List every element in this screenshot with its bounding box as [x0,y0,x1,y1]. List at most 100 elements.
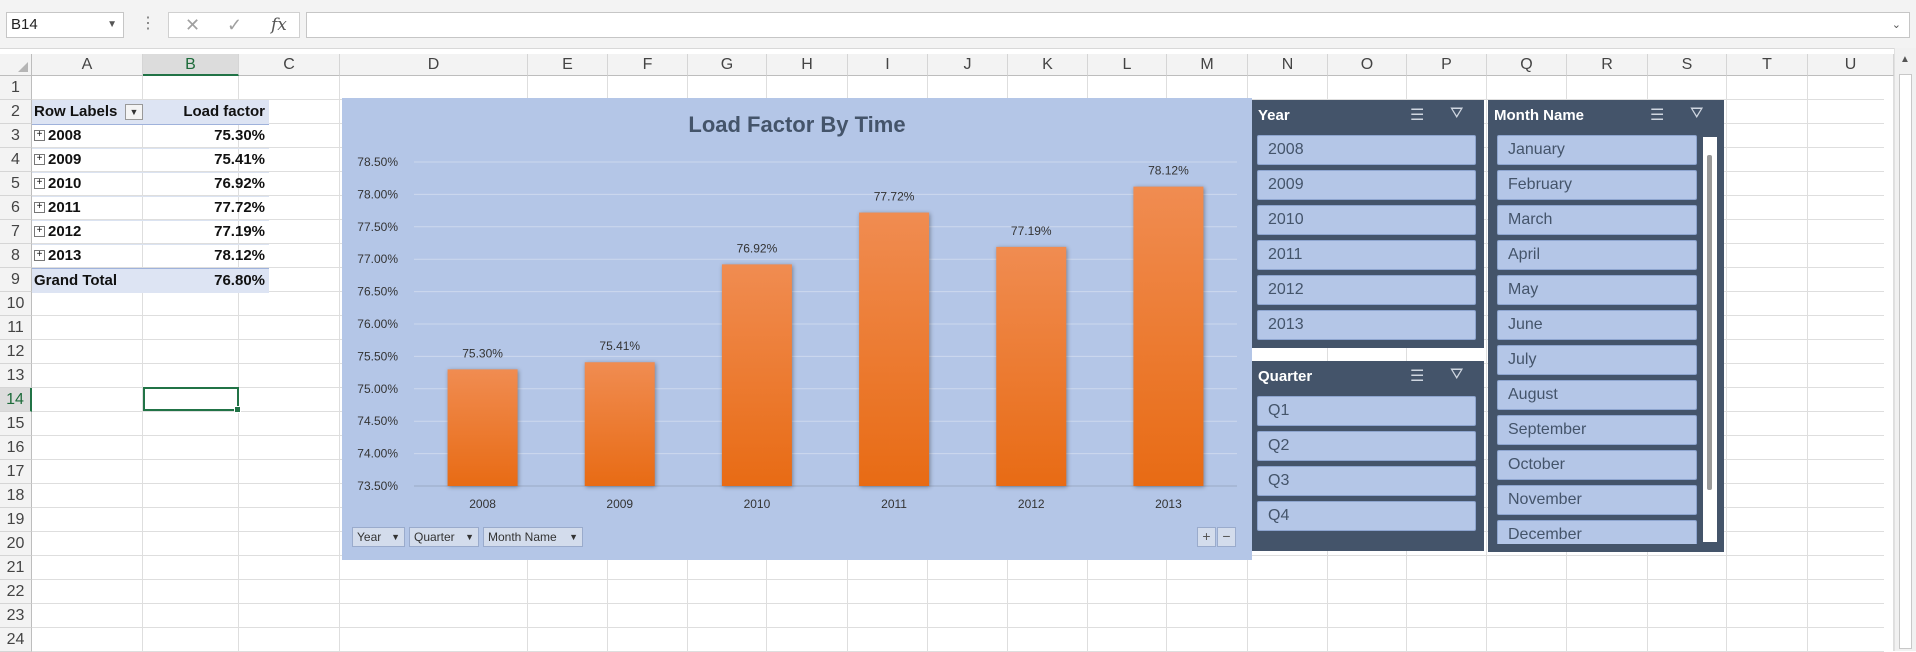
slicer-item-august[interactable]: August [1497,380,1697,410]
column-header-u[interactable]: U [1808,54,1894,76]
formula-input[interactable]: ⌄ [306,12,1910,38]
multi-select-icon[interactable]: ☰ [1410,368,1425,385]
column-header-f[interactable]: F [608,54,688,76]
row-header-22[interactable]: 22 [0,580,32,604]
column-header-t[interactable]: T [1727,54,1808,76]
quarter-slicer[interactable]: Quarter ☰ ⛛ Q1 Q2 Q3 Q4 [1252,361,1484,551]
name-box[interactable]: B14 ▼ [6,12,124,38]
month-slicer-scrollbar[interactable] [1703,137,1717,542]
row-header-19[interactable]: 19 [0,508,32,532]
expand-field-button[interactable]: + [1197,527,1216,547]
row-header-6[interactable]: 6 [0,196,32,220]
slicer-item-december[interactable]: December [1497,520,1697,544]
slicer-item-q2[interactable]: Q2 [1257,431,1476,461]
row-header-16[interactable]: 16 [0,436,32,460]
row-header-3[interactable]: 3 [0,124,32,148]
bar-2008[interactable] [447,369,518,486]
slicer-item-q1[interactable]: Q1 [1257,396,1476,426]
row-header-8[interactable]: 8 [0,244,32,268]
column-header-d[interactable]: D [340,54,528,76]
column-header-o[interactable]: O [1328,54,1407,76]
bar-2010[interactable] [721,264,792,486]
column-header-a[interactable]: A [32,54,143,76]
bar-2013[interactable] [1133,186,1204,486]
enter-icon[interactable]: ✓ [227,15,243,35]
bar-2012[interactable] [996,246,1067,486]
column-header-s[interactable]: S [1648,54,1727,76]
expand-formula-icon[interactable]: ⌄ [1891,19,1901,31]
row-header-1[interactable]: 1 [0,76,32,100]
row-header-4[interactable]: 4 [0,148,32,172]
expand-icon[interactable]: + [34,201,45,213]
row-header-10[interactable]: 10 [0,292,32,316]
bar-2009[interactable] [584,362,655,486]
column-header-k[interactable]: K [1008,54,1088,76]
year-field-button[interactable]: Year ▼ [352,527,405,547]
slicer-item-april[interactable]: April [1497,240,1697,270]
quarter-field-button[interactable]: Quarter ▼ [409,527,479,547]
slicer-item-january[interactable]: January [1497,135,1697,165]
column-header-g[interactable]: G [688,54,767,76]
row-header-20[interactable]: 20 [0,532,32,556]
row-header-11[interactable]: 11 [0,316,32,340]
vertical-scroll-thumb[interactable] [1899,74,1912,649]
clear-filter-icon[interactable]: ⛛ [1450,366,1464,383]
expand-icon[interactable]: + [34,177,45,189]
column-header-e[interactable]: E [528,54,608,76]
row-header-23[interactable]: 23 [0,604,32,628]
collapse-field-button[interactable]: − [1217,527,1236,547]
bar-2011[interactable] [859,212,930,486]
month-slicer-scroll-thumb[interactable] [1707,155,1712,490]
row-header-7[interactable]: 7 [0,220,32,244]
expand-icon[interactable]: + [34,225,45,237]
row-labels-filter-icon[interactable]: ▼ [125,104,143,120]
name-box-dropdown-icon[interactable]: ▼ [107,19,117,30]
month-name-slicer[interactable]: Month Name ☰ ⛛ January February March April… [1488,100,1724,552]
scroll-up-icon[interactable]: ▲ [1900,54,1910,65]
multi-select-icon[interactable]: ☰ [1650,107,1665,124]
slicer-item-2010[interactable]: 2010 [1257,205,1476,235]
insert-function-icon[interactable]: fx [271,15,287,35]
cancel-icon[interactable]: ✕ [185,15,201,35]
column-header-n[interactable]: N [1248,54,1328,76]
clear-filter-icon[interactable]: ⛛ [1690,105,1704,122]
column-header-i[interactable]: I [848,54,928,76]
slicer-item-july[interactable]: July [1497,345,1697,375]
row-header-9[interactable]: 9 [0,268,32,292]
row-header-18[interactable]: 18 [0,484,32,508]
select-all-corner[interactable] [0,54,32,76]
column-header-c[interactable]: C [239,54,340,76]
pivot-chart[interactable]: Load Factor By Time 73.50% 74.00% 74.50% 75… [342,98,1252,560]
column-header-b[interactable]: B [143,54,239,76]
row-header-2[interactable]: 2 [0,100,32,124]
slicer-item-september[interactable]: September [1497,415,1697,445]
expand-icon[interactable]: + [34,153,45,165]
slicer-item-2012[interactable]: 2012 [1257,275,1476,305]
row-header-15[interactable]: 15 [0,412,32,436]
slicer-item-2013[interactable]: 2013 [1257,310,1476,340]
column-header-r[interactable]: R [1567,54,1648,76]
row-header-5[interactable]: 5 [0,172,32,196]
slicer-item-q4[interactable]: Q4 [1257,501,1476,531]
multi-select-icon[interactable]: ☰ [1410,107,1425,124]
vertical-scrollbar[interactable]: ▲ [1894,48,1916,651]
slicer-item-march[interactable]: March [1497,205,1697,235]
row-header-12[interactable]: 12 [0,340,32,364]
active-cell-b14[interactable] [143,387,241,413]
slicer-item-october[interactable]: October [1497,450,1697,480]
clear-filter-icon[interactable]: ⛛ [1450,105,1464,122]
month-field-button[interactable]: Month Name ▼ [483,527,583,547]
row-header-21[interactable]: 21 [0,556,32,580]
column-header-j[interactable]: J [928,54,1008,76]
year-slicer[interactable]: Year ☰ ⛛ 2008 2009 2010 2011 2012 2013 [1252,100,1484,348]
expand-icon[interactable]: + [34,249,45,261]
row-header-14[interactable]: 14 [0,388,32,412]
more-options-icon[interactable]: ⋮ [140,15,156,32]
slicer-item-november[interactable]: November [1497,485,1697,515]
slicer-item-2011[interactable]: 2011 [1257,240,1476,270]
slicer-item-june[interactable]: June [1497,310,1697,340]
column-header-h[interactable]: H [767,54,848,76]
expand-icon[interactable]: + [34,129,45,141]
slicer-item-2008[interactable]: 2008 [1257,135,1476,165]
row-header-13[interactable]: 13 [0,364,32,388]
